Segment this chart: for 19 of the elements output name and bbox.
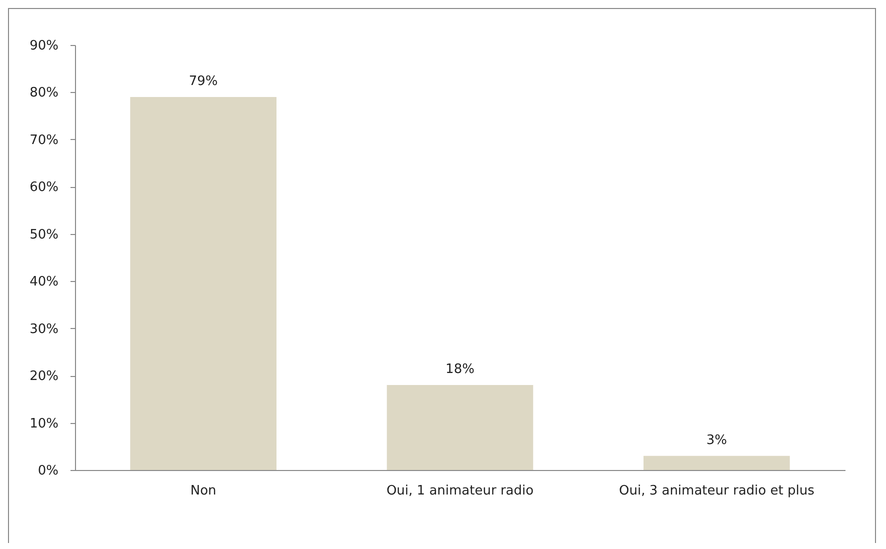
y-tick-label: 20% bbox=[30, 369, 58, 384]
y-tick-label: 80% bbox=[30, 86, 58, 101]
data-label: 18% bbox=[446, 362, 474, 377]
bar bbox=[130, 96, 276, 470]
y-tick-label: 50% bbox=[30, 227, 58, 242]
bar bbox=[386, 385, 534, 470]
y-tick-label: 30% bbox=[30, 322, 58, 337]
y-tick-label: 10% bbox=[30, 416, 58, 432]
data-label: 3% bbox=[706, 432, 727, 448]
x-tick-label: Oui, 3 animateur radio et plus bbox=[618, 484, 815, 498]
data-label: 79% bbox=[188, 74, 218, 89]
y-tick-label: 0% bbox=[38, 464, 58, 478]
x-tick-label: Oui, 1 animateur radio bbox=[386, 484, 534, 498]
y-tick-label: 40% bbox=[30, 274, 58, 290]
y-tick-label: 90% bbox=[30, 38, 58, 54]
y-tick-label: 70% bbox=[30, 132, 58, 148]
x-tick-label: Non bbox=[190, 484, 216, 498]
y-tick-label: 60% bbox=[30, 180, 58, 196]
bar bbox=[644, 456, 790, 470]
